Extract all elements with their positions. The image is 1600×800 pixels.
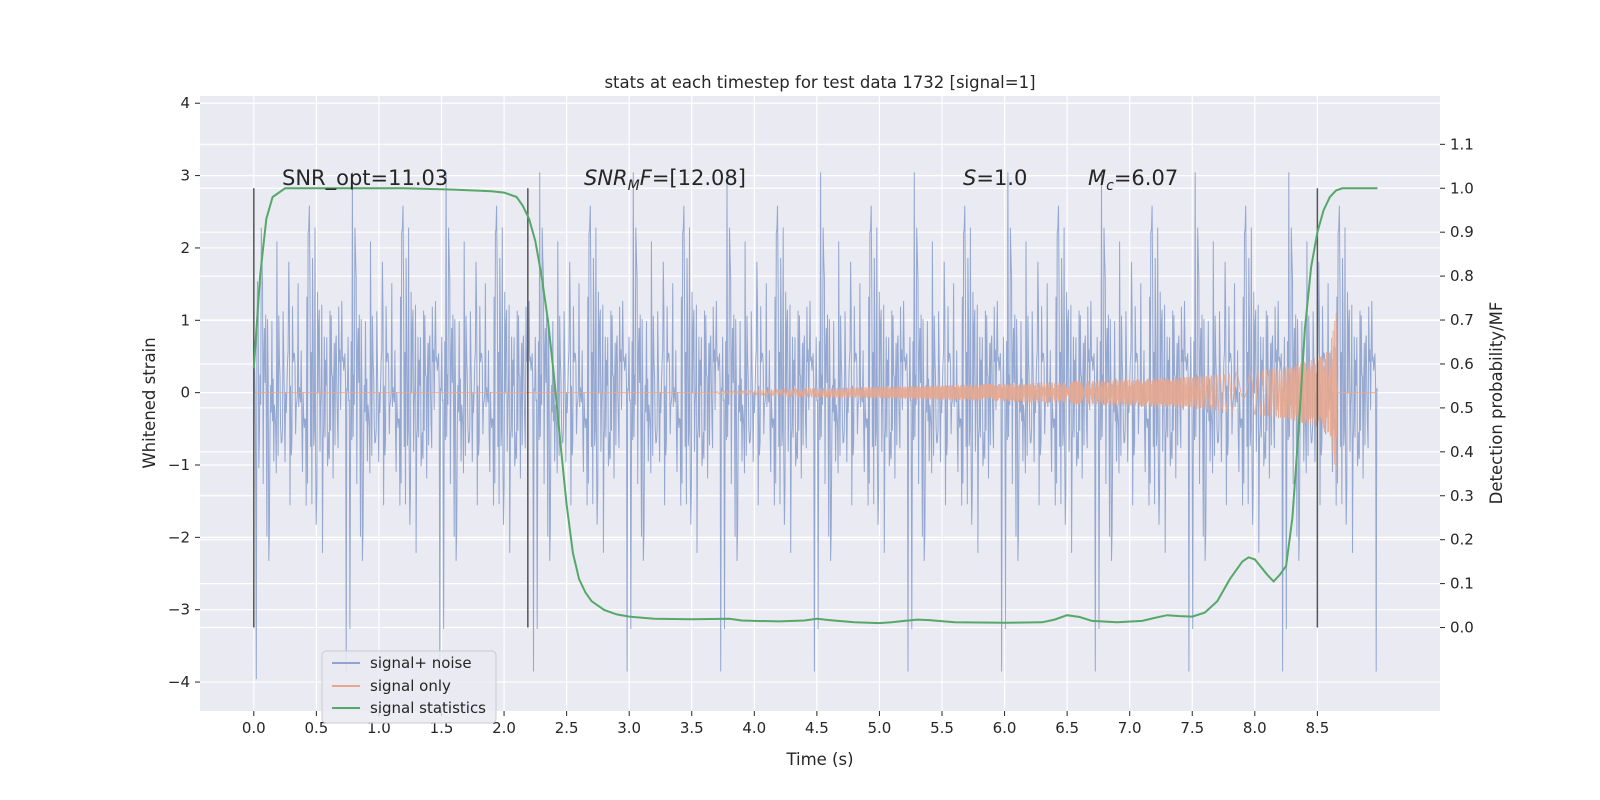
x-tick-label: 8.0 — [1243, 719, 1267, 737]
legend-label-signal-noise: signal+ noise — [370, 654, 472, 672]
mc-subscript: c — [1106, 178, 1114, 194]
y-tick-label: 0 — [180, 384, 190, 402]
x-tick-label: 3.5 — [680, 719, 704, 737]
y2-axis-ticks: 0.0 0.1 0.2 0.3 0.4 0.5 0.6 0.7 0.8 0.9 1.0 1.1 — [1440, 135, 1474, 637]
mc-value: =6.07 — [1114, 166, 1178, 190]
legend-box — [321, 650, 497, 724]
y2-tick-label: 0.8 — [1450, 267, 1474, 285]
x-tick-label: 4.5 — [805, 719, 829, 737]
legend: signal+ noise signal only signal statist… — [321, 650, 497, 724]
y-tick-label: −1 — [168, 456, 190, 474]
annotation-snr-mf: SNRMF=[12.08] — [584, 166, 746, 194]
y2-tick-label: 1.0 — [1450, 179, 1474, 197]
y2-tick-label: 0.5 — [1450, 399, 1474, 417]
x-axis-ticks: 0.0 0.5 1.0 1.5 2.0 2.5 3.0 3.5 4.0 4.5 5.0 5.5 6.0 6… — [242, 711, 1329, 737]
snr-mf-label: SNR — [584, 166, 628, 190]
snr-mf-tail: F — [640, 166, 653, 190]
y-tick-label: 1 — [180, 311, 190, 329]
annotation-snr-opt: SNR_opt=11.03 — [282, 166, 448, 191]
chart-title: stats at each timestep for test data 173… — [604, 73, 1035, 92]
s-value: =1.0 — [976, 166, 1027, 190]
y2-tick-label: 0.4 — [1450, 443, 1474, 461]
x-tick-label: 6.5 — [1055, 719, 1079, 737]
window-markers — [253, 188, 1319, 628]
y-axis-ticks: 4 3 2 1 0 −1 −2 −3 −4 — [168, 94, 200, 691]
x-tick-label: 6.0 — [993, 719, 1017, 737]
x-tick-label: 2.0 — [492, 719, 516, 737]
legend-label-signal-statistics: signal statistics — [370, 699, 486, 717]
x-tick-label: 3.0 — [617, 719, 641, 737]
annotation-mc: Mc=6.07 — [1088, 166, 1178, 194]
y-tick-label: −2 — [168, 528, 190, 546]
y-tick-label: 2 — [180, 239, 190, 257]
y2-tick-label: 1.1 — [1450, 135, 1474, 153]
series-signal-statistics — [252, 187, 1378, 625]
legend-label-signal-only: signal only — [370, 677, 451, 695]
y2-tick-label: 0.3 — [1450, 487, 1474, 505]
y-tick-label: −4 — [168, 673, 190, 691]
y2-tick-label: 0.1 — [1450, 575, 1474, 593]
x-axis-label: Time (s) — [785, 750, 853, 769]
y-tick-label: 4 — [180, 94, 190, 112]
mc-label: M — [1088, 166, 1106, 190]
x-tick-label: 2.5 — [555, 719, 579, 737]
y2-tick-label: 0.7 — [1450, 311, 1474, 329]
signal-statistics-line — [252, 187, 1378, 625]
snr-mf-value: =[12.08] — [652, 166, 746, 190]
y-tick-label: −3 — [168, 601, 190, 619]
s-label: S — [963, 166, 976, 190]
x-tick-label: 4.0 — [742, 719, 766, 737]
y2-tick-label: 0.2 — [1450, 531, 1474, 549]
snr-mf-subscript: M — [628, 178, 640, 194]
x-tick-label: 5.5 — [930, 719, 954, 737]
signal-only-line — [253, 312, 1378, 471]
annotation-s: S=1.0 — [963, 166, 1027, 190]
y2-tick-label: 0.9 — [1450, 223, 1474, 241]
x-tick-label: 7.5 — [1180, 719, 1204, 737]
y-axis-label: Whitened strain — [140, 337, 159, 468]
x-tick-label: 8.5 — [1305, 719, 1329, 737]
x-tick-label: 5.0 — [868, 719, 892, 737]
x-tick-label: 7.0 — [1118, 719, 1142, 737]
y2-tick-label: 0.0 — [1450, 619, 1474, 637]
y2-axis-label: Detection probability/MF — [1487, 302, 1506, 505]
x-tick-label: 0.5 — [304, 719, 328, 737]
x-tick-label: 0.0 — [242, 719, 266, 737]
y-tick-label: 3 — [180, 167, 190, 185]
series-signal-only — [253, 312, 1378, 471]
y2-tick-label: 0.6 — [1450, 355, 1474, 373]
